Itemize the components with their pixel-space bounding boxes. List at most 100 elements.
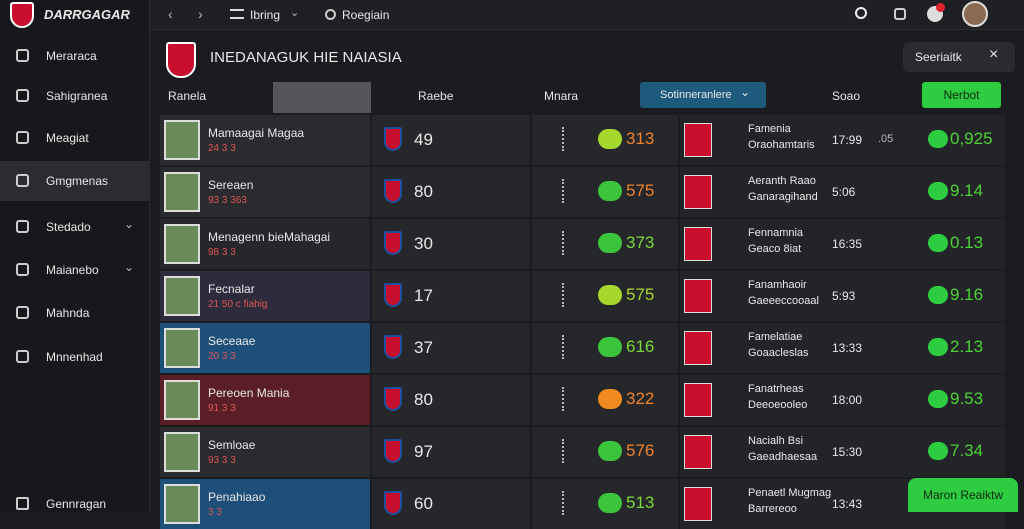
score: 49: [414, 130, 433, 149]
nav-item[interactable]: Mahnda: [0, 293, 149, 333]
player-sub: 21 50 c fiahig: [208, 299, 268, 310]
stat-icon: [562, 231, 570, 255]
filter-label[interactable]: Soao: [832, 89, 861, 103]
forward-button[interactable]: ›: [198, 6, 203, 22]
delta: .05: [878, 133, 894, 145]
player-sub: 91 3 3: [208, 403, 236, 414]
value: 9.14: [950, 181, 984, 200]
pair-avatar: [684, 331, 712, 365]
rating: 313: [626, 129, 655, 148]
value-pill: [928, 442, 948, 460]
time: 5:06: [832, 185, 856, 199]
value: 2.13: [950, 337, 984, 356]
pair-sub: Deeoeooleo: [748, 399, 808, 411]
pair-avatar: [684, 279, 712, 313]
player-sub: 24 3 3: [208, 143, 236, 154]
search-label[interactable]: Roegiain: [342, 8, 390, 22]
club-badge: [384, 387, 402, 411]
brand: DARRGAGAR: [44, 7, 130, 22]
avatar: [164, 380, 200, 420]
player-sub: 20 3 3: [208, 351, 236, 362]
club-badge: [384, 439, 402, 463]
pair-avatar: [684, 227, 712, 261]
pair-cell: [680, 323, 1005, 373]
filter-input[interactable]: [273, 82, 371, 113]
stat-icon: [562, 439, 570, 463]
pair-avatar: [684, 123, 712, 157]
nav-icon: [16, 306, 29, 319]
table-row[interactable]: Menagenn bieMahagai 98 3 3 30 373 Fennamnia G…: [160, 219, 1005, 269]
back-button[interactable]: ‹: [168, 6, 173, 22]
nav-icon: [16, 497, 29, 510]
pair-name: Penaetl Mugmag: [748, 487, 832, 499]
value: 7.34: [950, 441, 984, 460]
score: 30: [414, 234, 433, 253]
avatar: [164, 432, 200, 472]
close-button[interactable]: ×: [989, 46, 999, 63]
table-row[interactable]: Semloae 93 3 3 97 576 Nacialh Bsi Gaeadhaesaa…: [160, 427, 1005, 477]
avatar: [164, 276, 200, 316]
rating-pill: [598, 285, 622, 305]
pair-avatar: [684, 435, 712, 469]
fab-button[interactable]: Maron Reaiktw: [908, 478, 1018, 512]
action-button[interactable]: Nerbot: [922, 82, 1001, 108]
nav-item[interactable]: Maianebo ⌄: [0, 250, 149, 290]
search-box[interactable]: Seeriaitk ×: [903, 42, 1015, 72]
nav-icon: [16, 131, 29, 144]
rating: 513: [626, 493, 655, 512]
stat-icon: [562, 179, 570, 203]
nav-label: Meraraca: [46, 49, 97, 63]
dropdown-text: Sotinneranlere: [660, 89, 732, 101]
rating-pill: [598, 493, 622, 513]
nav-label: Maianebo: [46, 263, 99, 277]
value-pill: [928, 286, 948, 304]
player-sub: 93 3 3: [208, 455, 236, 466]
table-row[interactable]: Pereoen Mania 91 3 3 80 322 Fanatrheas Deeoeo…: [160, 375, 1005, 425]
nav-item[interactable]: Mnnenhad: [0, 337, 149, 377]
avatar[interactable]: [962, 1, 988, 27]
filter-dropdown[interactable]: Sotinneranlere ⌄: [640, 82, 766, 108]
table-row[interactable]: Mamaagai Magaa 24 3 3 49 313 Famenia Oraohamt…: [160, 115, 1005, 165]
nav-icon: [16, 174, 29, 187]
pair-sub: Oraohamtaris: [748, 139, 815, 151]
pair-cell: [680, 115, 1005, 165]
pair-name: Fanamhaoir: [748, 279, 807, 291]
pair-name: Nacialh Bsi: [748, 435, 804, 447]
menu-label[interactable]: Ibring: [250, 8, 281, 22]
table-row[interactable]: Fecnalar 21 50 c fiahig 17 575 Fanamhaoir Gae…: [160, 271, 1005, 321]
search-button[interactable]: [855, 7, 867, 19]
nav-item[interactable]: Sahigranea: [0, 76, 149, 116]
value-pill: [928, 338, 948, 356]
player-name: Mamaagai Magaa: [208, 126, 305, 140]
search-text: Seeriaitk: [915, 50, 962, 64]
pair-name: Aeranth Raao: [748, 175, 816, 187]
table-row[interactable]: Penahiaao 3 3 60 513 Penaetl Mugmag Barrereoo…: [160, 479, 1005, 529]
avatar: [164, 224, 200, 264]
window-button[interactable]: [894, 8, 906, 20]
nav-caret: ⌄: [124, 260, 135, 274]
pair-sub: Gaeeeccooaal: [748, 295, 819, 307]
search-icon: [325, 9, 336, 20]
table-row[interactable]: Sereaen 93 3 363 80 575 Aeranth Raao Ganaragi…: [160, 167, 1005, 217]
nav-label: Mahnda: [46, 306, 90, 320]
filter-label[interactable]: Raebe: [418, 89, 454, 103]
avatar: [164, 484, 200, 524]
value-pill: [928, 182, 948, 200]
table-row[interactable]: Seceaae 20 3 3 37 616 Famelatiae Goaacleslas 1…: [160, 323, 1005, 373]
nav-item[interactable]: Meagiat: [0, 118, 149, 158]
nav-label: Gmgmenas: [46, 174, 109, 188]
time: 18:00: [832, 393, 863, 407]
nav-footer[interactable]: Gennragan: [46, 497, 107, 511]
player-name: Seceaae: [208, 334, 256, 348]
nav-item[interactable]: Stedado ⌄: [0, 207, 149, 247]
filter-label[interactable]: Mnara: [544, 89, 579, 103]
nav-item[interactable]: Meraraca: [0, 36, 149, 76]
avatar: [164, 120, 200, 160]
menu-icon[interactable]: [230, 9, 244, 19]
nav-label: Mnnenhad: [46, 350, 103, 364]
stat-icon: [562, 283, 570, 307]
nav-item[interactable]: Gmgmenas: [0, 161, 149, 201]
player-name: Sereaen: [208, 178, 254, 192]
dropdown-caret[interactable]: ⌄: [290, 7, 300, 19]
